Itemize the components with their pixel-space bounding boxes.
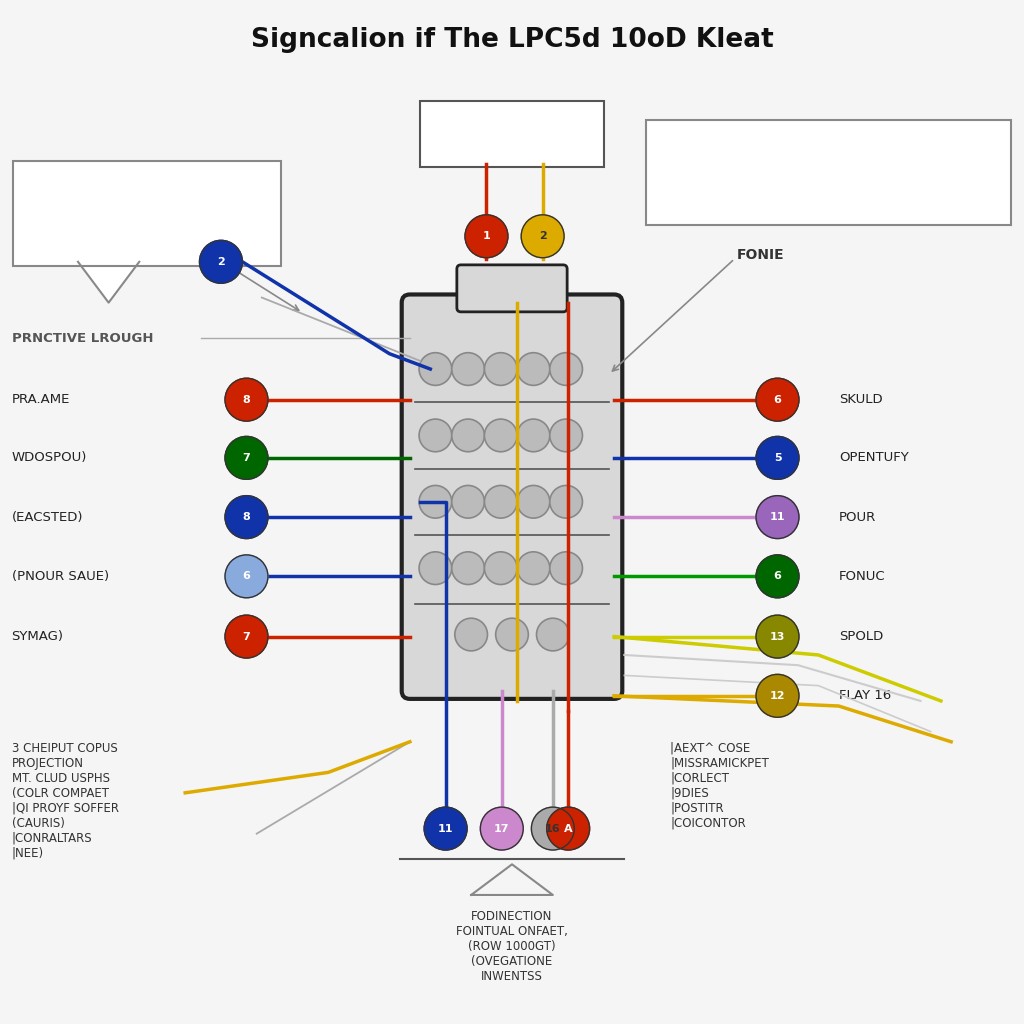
Circle shape bbox=[200, 241, 243, 284]
Circle shape bbox=[517, 419, 550, 452]
Text: POUR: POUR bbox=[839, 511, 877, 523]
Circle shape bbox=[225, 555, 268, 598]
FancyBboxPatch shape bbox=[401, 295, 623, 699]
Text: SYMAG): SYMAG) bbox=[11, 630, 63, 643]
FancyBboxPatch shape bbox=[646, 120, 1012, 225]
Circle shape bbox=[756, 615, 799, 658]
Circle shape bbox=[547, 807, 590, 850]
Circle shape bbox=[756, 555, 799, 598]
Text: 8: 8 bbox=[243, 512, 250, 522]
Text: 5: 5 bbox=[774, 453, 781, 463]
Circle shape bbox=[550, 419, 583, 452]
Text: (PNOUR SAUE): (PNOUR SAUE) bbox=[11, 569, 109, 583]
Text: 17: 17 bbox=[494, 823, 510, 834]
Circle shape bbox=[484, 419, 517, 452]
Text: WDOSPOU): WDOSPOU) bbox=[11, 452, 87, 464]
Circle shape bbox=[517, 552, 550, 585]
Text: 8: 8 bbox=[243, 394, 250, 404]
Text: 2: 2 bbox=[217, 257, 225, 267]
Circle shape bbox=[756, 378, 799, 421]
FancyBboxPatch shape bbox=[420, 101, 604, 167]
Circle shape bbox=[419, 419, 452, 452]
Text: FONIE: FONIE bbox=[736, 248, 784, 262]
Text: SPECHING THAR
THE SCOPRET
SORGONZES: SPECHING THAR THE SCOPRET SORGONZES bbox=[27, 177, 130, 220]
Circle shape bbox=[419, 485, 452, 518]
Circle shape bbox=[452, 485, 484, 518]
Text: 2: 2 bbox=[539, 231, 547, 242]
Text: PRNCTIVE LROUGH: PRNCTIVE LROUGH bbox=[11, 332, 154, 345]
Text: 6: 6 bbox=[773, 571, 781, 582]
Circle shape bbox=[756, 675, 799, 717]
Text: FLAY 16: FLAY 16 bbox=[839, 689, 891, 702]
Text: 3 CHEIPUT COPUS
PROJECTION
MT. CLUD USPHS
(COLR COMPAET
|QI PROYF SOFFER
(CAURIS: 3 CHEIPUT COPUS PROJECTION MT. CLUD USPH… bbox=[11, 741, 119, 860]
Circle shape bbox=[756, 436, 799, 479]
Circle shape bbox=[496, 618, 528, 651]
Text: Signcalion if The LPC5d 10oD Kleat: Signcalion if The LPC5d 10oD Kleat bbox=[251, 28, 773, 53]
Text: PRA.AME: PRA.AME bbox=[11, 393, 70, 407]
Circle shape bbox=[550, 352, 583, 385]
Circle shape bbox=[225, 436, 268, 479]
Circle shape bbox=[531, 807, 574, 850]
Text: 16: 16 bbox=[545, 823, 561, 834]
Text: 11: 11 bbox=[438, 823, 454, 834]
Text: SPOLD: SPOLD bbox=[839, 630, 883, 643]
FancyBboxPatch shape bbox=[12, 161, 282, 266]
Circle shape bbox=[550, 552, 583, 585]
Text: A: A bbox=[564, 823, 572, 834]
Circle shape bbox=[517, 485, 550, 518]
Circle shape bbox=[419, 352, 452, 385]
Circle shape bbox=[521, 215, 564, 258]
Circle shape bbox=[225, 378, 268, 421]
Circle shape bbox=[480, 807, 523, 850]
Circle shape bbox=[455, 618, 487, 651]
Circle shape bbox=[484, 485, 517, 518]
Circle shape bbox=[452, 352, 484, 385]
Text: SKULD: SKULD bbox=[839, 393, 883, 407]
Circle shape bbox=[225, 615, 268, 658]
Text: FODINECTION
FOINTUAL ONFAET,
(ROW 1000GT)
(OVEGATIONE
INWENTSS: FODINECTION FOINTUAL ONFAET, (ROW 1000GT… bbox=[456, 910, 568, 983]
Circle shape bbox=[484, 352, 517, 385]
Text: 13: 13 bbox=[770, 632, 785, 642]
Circle shape bbox=[550, 485, 583, 518]
Circle shape bbox=[452, 552, 484, 585]
Text: 11: 11 bbox=[770, 512, 785, 522]
Text: 12: 12 bbox=[770, 691, 785, 700]
Text: DIIZE TIING: DIIZE TIING bbox=[463, 127, 561, 141]
Circle shape bbox=[465, 215, 508, 258]
Text: 7: 7 bbox=[243, 632, 250, 642]
Polygon shape bbox=[78, 262, 139, 303]
Circle shape bbox=[424, 807, 467, 850]
Text: TPLLOOD DOC+TINS
1126-USEBVALALY
TRUSDECTION: TPLLOOD DOC+TINS 1126-USEBVALALY TRUSDEC… bbox=[660, 134, 781, 177]
Circle shape bbox=[517, 352, 550, 385]
Circle shape bbox=[484, 552, 517, 585]
Text: 7: 7 bbox=[243, 453, 250, 463]
Circle shape bbox=[452, 419, 484, 452]
Text: 6: 6 bbox=[243, 571, 251, 582]
Text: OPENTUFY: OPENTUFY bbox=[839, 452, 908, 464]
Circle shape bbox=[537, 618, 569, 651]
Circle shape bbox=[756, 496, 799, 539]
Text: (EACSTED): (EACSTED) bbox=[11, 511, 83, 523]
FancyBboxPatch shape bbox=[457, 265, 567, 312]
Text: |AEXT^ COSE
|MISSRAMICKPET
|CORLECT
|9DIES
|POSTITR
|COICONTOR: |AEXT^ COSE |MISSRAMICKPET |CORLECT |9DI… bbox=[671, 741, 769, 829]
Circle shape bbox=[419, 552, 452, 585]
Text: 6: 6 bbox=[773, 394, 781, 404]
Circle shape bbox=[225, 496, 268, 539]
Text: FONUC: FONUC bbox=[839, 569, 886, 583]
Text: 1: 1 bbox=[482, 231, 490, 242]
